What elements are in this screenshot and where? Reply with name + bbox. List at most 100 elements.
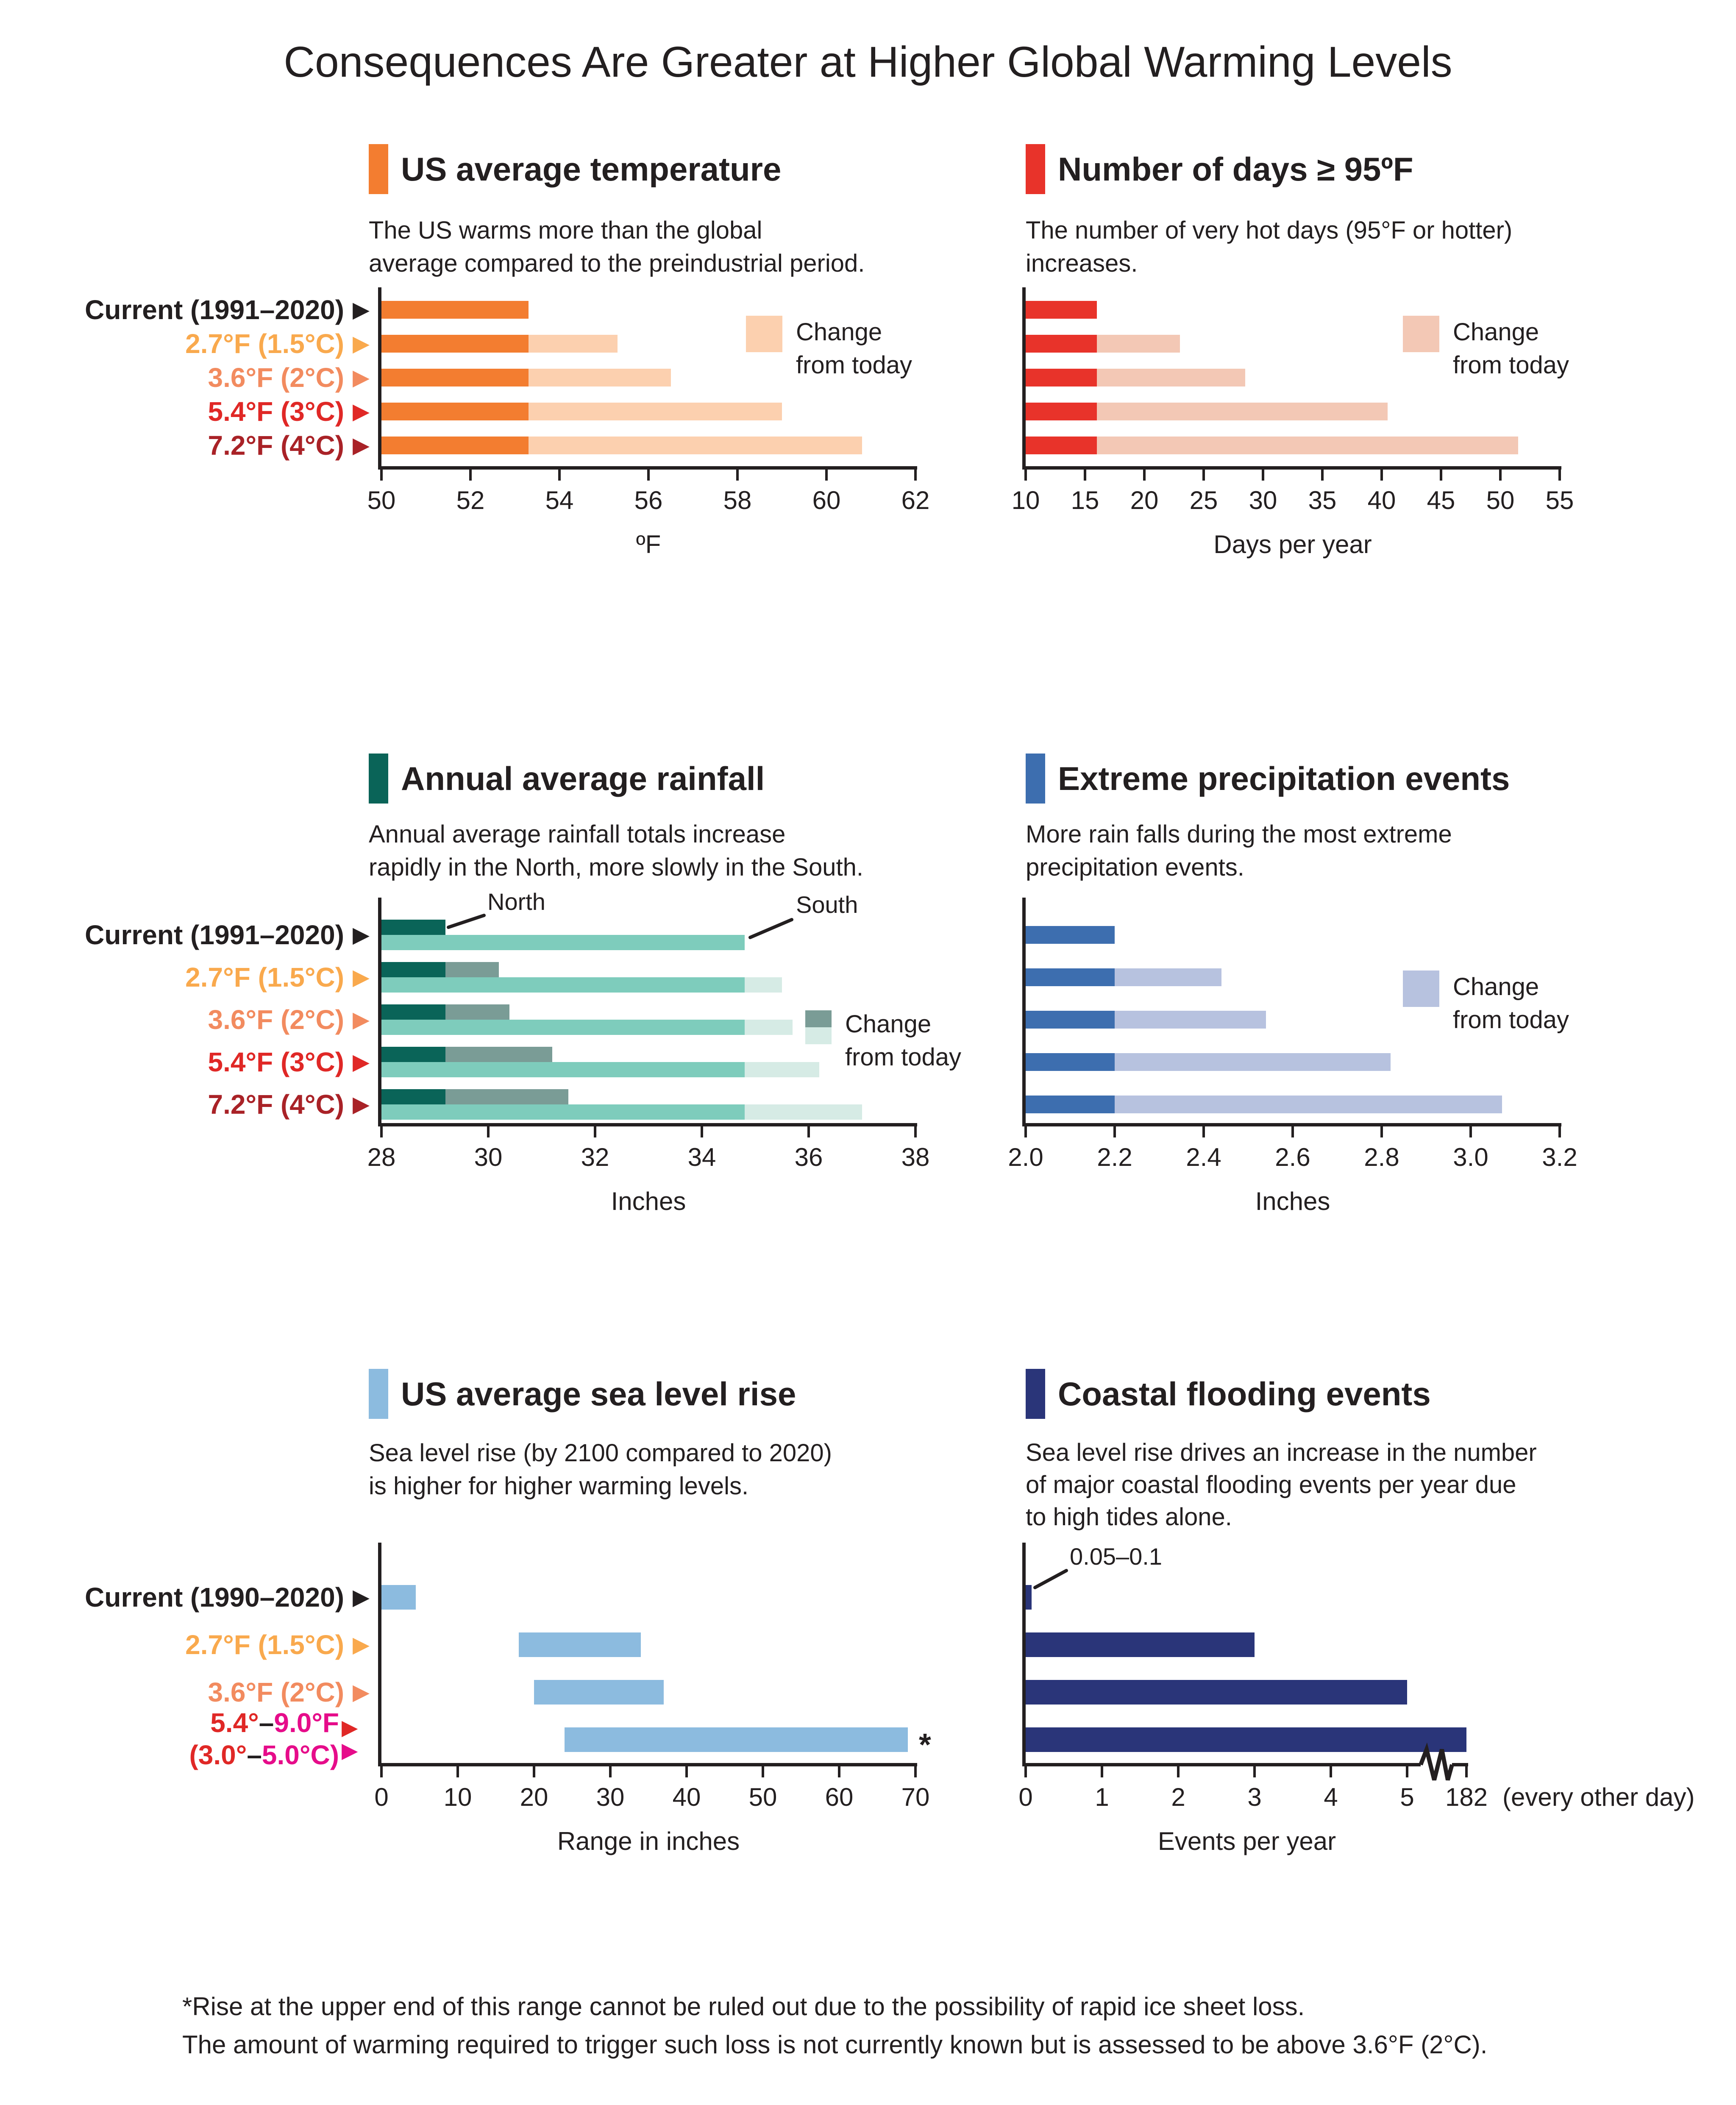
x-tick xyxy=(1440,470,1442,481)
bar-us-average-temperature-row3-base xyxy=(381,403,529,420)
x-tick-label: 2.2 xyxy=(1097,1143,1132,1171)
x-tick xyxy=(1406,1766,1408,1777)
legend-label: Change from today xyxy=(845,1008,961,1074)
x-tick xyxy=(533,1766,535,1777)
x-tick xyxy=(380,1126,383,1137)
x-axis xyxy=(1022,1763,1468,1766)
x-tick-label: 36 xyxy=(794,1143,823,1171)
legend-temperature: Change from today xyxy=(746,316,912,382)
x-tick xyxy=(487,1126,490,1137)
bar-annual-average-rainfall-row0-north-base xyxy=(381,920,446,935)
panel-subtitle-rainfall: Annual average rainfall totals increase … xyxy=(369,818,863,884)
x-tick-label: 20 xyxy=(520,1783,548,1811)
row-label-text: Current (1991–2020) xyxy=(85,920,344,950)
legend-swatch-change xyxy=(746,316,782,352)
bar-annual-average-rainfall-row3-north-change xyxy=(445,1047,553,1062)
x-axis-title: Inches xyxy=(1255,1187,1330,1215)
row-label-r1-1: 2.7°F (1.5°C) ▶ xyxy=(0,327,370,361)
x-tick-label: 4 xyxy=(1324,1783,1338,1811)
x-tick xyxy=(469,470,472,481)
bar-us-average-sea-level-rise-row1 xyxy=(519,1632,641,1657)
bar-days-at-or-above-95f-row3-change xyxy=(1097,403,1388,420)
x-tick-label: 25 xyxy=(1189,486,1218,514)
x-tick xyxy=(1321,470,1324,481)
x-tick xyxy=(914,470,917,481)
x-tick-label: 30 xyxy=(1249,486,1277,514)
x-tick-label: 55 xyxy=(1545,486,1574,514)
arrow-right-icon: ▶ xyxy=(342,1716,358,1739)
row-label-text: 2.7°F (1.5°C) xyxy=(185,328,344,359)
arrow-right-icon: ▶ xyxy=(353,923,370,947)
row-label-r2-2: 3.6°F (2°C) ▶ xyxy=(0,1003,370,1037)
x-tick xyxy=(685,1766,688,1777)
subtitle-line: rapidly in the North, more slowly in the… xyxy=(369,854,863,881)
row-label-r3-1: 2.7°F (1.5°C) ▶ xyxy=(0,1628,370,1662)
x-tick-label: 52 xyxy=(456,486,485,514)
subtitle-line: The US warms more than the global xyxy=(369,217,762,244)
x-axis xyxy=(378,1763,917,1766)
arrow-right-icon: ▶ xyxy=(353,433,370,458)
x-tick xyxy=(1330,1766,1332,1777)
x-tick-label: 54 xyxy=(545,486,574,514)
x-tick xyxy=(647,470,650,481)
x-tick xyxy=(1499,470,1502,481)
x-tick xyxy=(1380,1126,1383,1137)
row-label-text: 7.2°F (4°C) xyxy=(208,430,344,461)
legend-swatch-north-change xyxy=(805,1010,832,1027)
row-label-text: 3.6°F (2°C) xyxy=(208,1004,344,1035)
x-axis xyxy=(378,1123,917,1126)
row-label-segment: – xyxy=(247,1740,262,1770)
x-axis xyxy=(378,466,917,470)
bar-days-at-or-above-95f-row4-base xyxy=(1026,437,1097,454)
row-label-text: 5.4°F (3°C) xyxy=(208,396,344,427)
x-tick-label: 45 xyxy=(1427,486,1455,514)
bar-extreme-precipitation-events-row0-base xyxy=(1026,926,1115,944)
bar-extreme-precipitation-events-row2-base xyxy=(1026,1011,1115,1029)
x-tick-label: 32 xyxy=(581,1143,609,1171)
bar-us-average-temperature-row1-base xyxy=(381,335,529,353)
subtitle-line: More rain falls during the most extreme xyxy=(1026,820,1452,848)
subtitle-line: is higher for higher warming levels. xyxy=(369,1472,749,1500)
bar-us-average-temperature-row3-change xyxy=(528,403,782,420)
subtitle-line: Sea level rise (by 2100 compared to 2020… xyxy=(369,1439,832,1467)
accent-swatch-hot-days xyxy=(1026,144,1045,194)
bar-annual-average-rainfall-row4-north-base xyxy=(381,1089,446,1104)
row-label-text: Current (1991–2020) xyxy=(85,295,344,325)
x-tick xyxy=(1177,1766,1180,1777)
panel-title-rainfall: Annual average rainfall xyxy=(401,759,765,797)
x-tick xyxy=(380,470,383,481)
callout-line-south xyxy=(748,918,793,939)
bar-annual-average-rainfall-row4-north-change xyxy=(445,1089,568,1104)
x-tick-label: 38 xyxy=(901,1143,930,1171)
x-tick-label: 40 xyxy=(672,1783,701,1811)
arrow-right-icon: ▶ xyxy=(353,1585,370,1610)
x-axis xyxy=(1022,466,1561,470)
bar-days-at-or-above-95f-row1-change xyxy=(1097,335,1180,353)
x-axis-title: Events per year xyxy=(1157,1827,1336,1855)
panel-title-hot-days: Number of days ≥ 95ºF xyxy=(1058,150,1413,188)
bar-us-average-sea-level-rise-row3 xyxy=(565,1727,908,1752)
panel-header-extreme-precipitation: Extreme precipitation events xyxy=(1026,754,1510,804)
x-tick-label: 182 xyxy=(1445,1783,1488,1811)
subtitle-line: to high tides alone. xyxy=(1026,1503,1232,1531)
x-tick-label: 2.4 xyxy=(1186,1143,1221,1171)
bar-annual-average-rainfall-row1-north-change xyxy=(445,962,499,977)
bar-us-average-temperature-row4-base xyxy=(381,437,529,454)
footnote-line-1: *Rise at the upper end of this range can… xyxy=(182,1992,1305,2021)
row-label-r2-1: 2.7°F (1.5°C) ▶ xyxy=(0,960,370,994)
x-tick xyxy=(1465,1766,1468,1777)
panel-header-temperature: US average temperature xyxy=(369,144,781,194)
x-tick xyxy=(762,1766,764,1777)
panel-subtitle-sea-level: Sea level rise (by 2100 compared to 2020… xyxy=(369,1437,832,1503)
bar-us-average-temperature-row4-change xyxy=(528,437,862,454)
arrow-right-icon: ▶ xyxy=(353,1680,370,1705)
x-tick xyxy=(1262,470,1264,481)
x-tick-label: 50 xyxy=(1486,486,1515,514)
y-axis xyxy=(1022,1543,1026,1766)
arrow-right-icon: ▶ xyxy=(353,1050,370,1074)
x-tick xyxy=(736,470,739,481)
x-tick-label: 30 xyxy=(596,1783,625,1811)
subtitle-line: The number of very hot days (95°F or hot… xyxy=(1026,217,1513,244)
bar-us-average-temperature-row0-base xyxy=(381,301,529,319)
x-tick-label: 5 xyxy=(1400,1783,1414,1811)
